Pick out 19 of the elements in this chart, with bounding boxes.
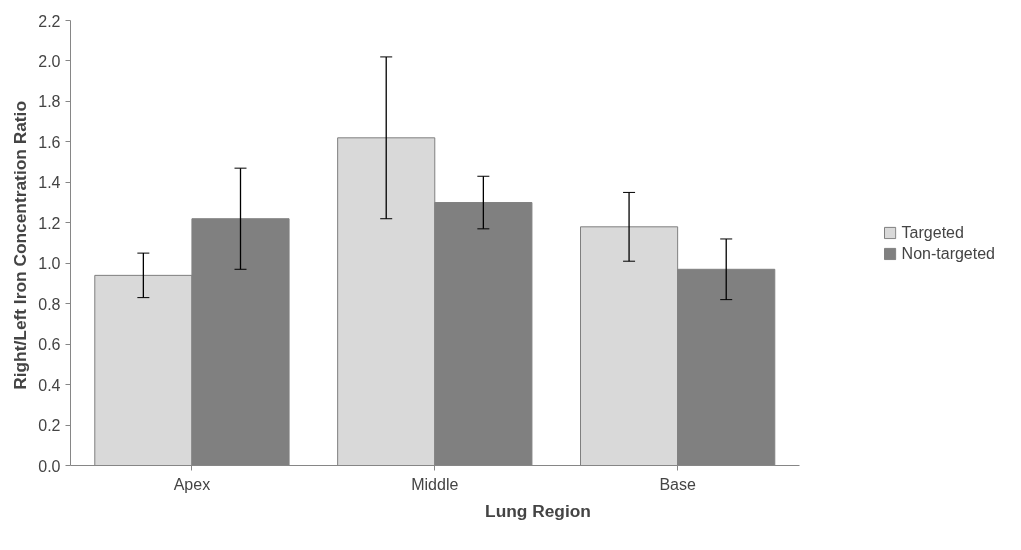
y-tick-label: 1.0 xyxy=(38,255,61,273)
y-axis-title: Right/Left Iron Concentration Ratio xyxy=(10,101,31,390)
x-tick-label: Middle xyxy=(411,475,459,493)
y-tick-label: 1.8 xyxy=(38,93,61,111)
legend-label: Non-targeted xyxy=(901,244,995,262)
x-axis-title: Lung Region xyxy=(485,500,591,521)
y-tick-label: 2.0 xyxy=(38,52,61,70)
y-tick-label: 2.2 xyxy=(38,12,61,30)
y-tick-label: 0.8 xyxy=(38,295,61,313)
x-tick-label: Base xyxy=(659,475,696,493)
y-tick-label: 0.4 xyxy=(38,376,61,394)
y-tick-label: 0.6 xyxy=(38,336,61,354)
y-tick-label: 1.4 xyxy=(38,174,61,192)
y-tick-label: 1.2 xyxy=(38,214,61,232)
x-tick-label: Apex xyxy=(173,475,211,493)
legend-label: Targeted xyxy=(901,223,964,241)
y-tick-label: 0.2 xyxy=(38,417,61,435)
y-tick-label: 1.6 xyxy=(38,133,61,151)
y-tick-label: 0.0 xyxy=(38,457,61,475)
